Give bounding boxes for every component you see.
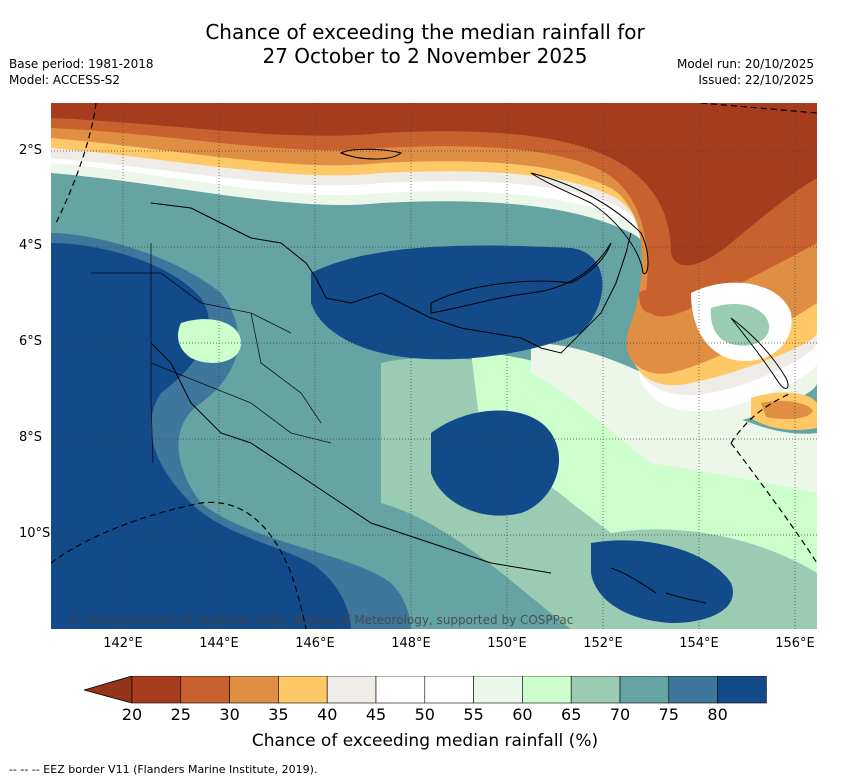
colorbar-label-20: 20 [121,705,143,724]
colorbar-cell-1 [180,675,230,704]
y-tick-10s: 10°S [19,526,51,541]
colorbar-label-70: 70 [609,705,631,724]
colorbar-label-35: 35 [268,705,289,724]
field-south-white [531,343,817,493]
field-blue-central [311,245,603,360]
x-tick-142e: 142°E [103,636,143,651]
meta-right: Model run: 20/10/2025 Issued: 22/10/2025 [677,56,814,88]
colorbar-cell-10 [619,675,670,704]
colorbar [82,675,768,710]
border-png-indonesia [150,243,154,464]
x-tick-154e: 154°E [679,636,719,651]
field-pale-spot [178,319,241,363]
colorbar-label-40: 40 [317,705,338,724]
eez-border-west [51,501,307,629]
colorbar-cell-12 [717,675,767,704]
border-province-1 [91,272,292,334]
colorbar-label-75: 75 [658,705,679,724]
coast-new-guinea-south [150,342,552,574]
coast-new-ireland [530,172,649,275]
coast-bougainville [730,317,789,389]
colorbar-cell-6 [424,675,474,704]
colorbar-cell-9 [570,675,621,704]
colorbar-label-55: 55 [463,705,484,724]
colorbar-label-80: 80 [707,705,728,724]
field-blue-west-dark [51,243,351,629]
colorbar-cell-4 [326,675,377,704]
colorbar-title: Chance of exceeding median rainfall (%) [251,731,599,751]
x-tick-156e: 156°E [775,636,815,651]
colorbar-label-60: 60 [512,705,533,724]
base-period-text: Base period: 1981-2018 [9,57,154,71]
chart-title-line-1: Chance of exceeding the median rainfall … [205,20,645,44]
field-east-darkspot [639,289,658,313]
colorbar-label-45: 45 [365,705,387,724]
colorbar-cell-5 [375,675,426,704]
colorbar-cell-8 [522,675,572,704]
x-tick-150e: 150°E [487,636,527,651]
y-tick-8s: 8°S [19,430,43,445]
copyright-notice: © Commonwealth of Australia 2025, Bureau… [68,613,574,627]
eez-border-se [730,392,817,564]
chart-title-line-2: 27 October to 2 November 2025 [262,44,588,68]
colorbar-label-50: 50 [414,705,435,724]
colorbar-cell-0 [131,675,182,704]
y-tick-2s: 2°S [19,143,43,158]
field-east-orange [761,400,813,419]
eez-border-nw [55,103,97,224]
border-province-3 [250,312,322,424]
colorbar-label-25: 25 [170,705,191,724]
y-tick-6s: 6°S [19,334,43,349]
coast-islands-se [610,567,707,604]
meta-left: Base period: 1981-2018 Model: ACCESS-S2 [9,56,154,88]
colorbar-label-65: 65 [561,705,582,724]
x-tick-148e: 148°E [391,636,431,651]
eez-legend: -- -- -- EEZ border V11 (Flanders Marine… [9,763,318,776]
issued-text: Issued: 22/10/2025 [698,73,814,87]
colorbar-cell-11 [668,675,718,704]
field-north-red [51,103,817,266]
field-south-pale [471,353,817,573]
x-tick-152e: 152°E [583,636,623,651]
colorbar-cell-2 [229,675,279,704]
coast-new-britain [430,242,612,314]
rainfall-map [51,103,817,629]
colorbar-label-30: 30 [219,705,240,724]
x-tick-146e: 146°E [295,636,335,651]
colorbar-cell-3 [278,675,328,704]
x-tick-144e: 144°E [199,636,239,651]
colorbar-cell-7 [473,675,523,704]
model-text: Model: ACCESS-S2 [9,73,121,87]
coast-manus [339,148,403,160]
colorbar-under-triangle [82,675,133,704]
model-run-text: Model run: 20/10/2025 [676,57,814,71]
coast-new-guinea-north [150,202,632,354]
field-blue-south [431,410,560,516]
y-tick-4s: 4°S [19,238,43,253]
field-blue-se [591,540,733,623]
border-province-2 [150,362,332,444]
